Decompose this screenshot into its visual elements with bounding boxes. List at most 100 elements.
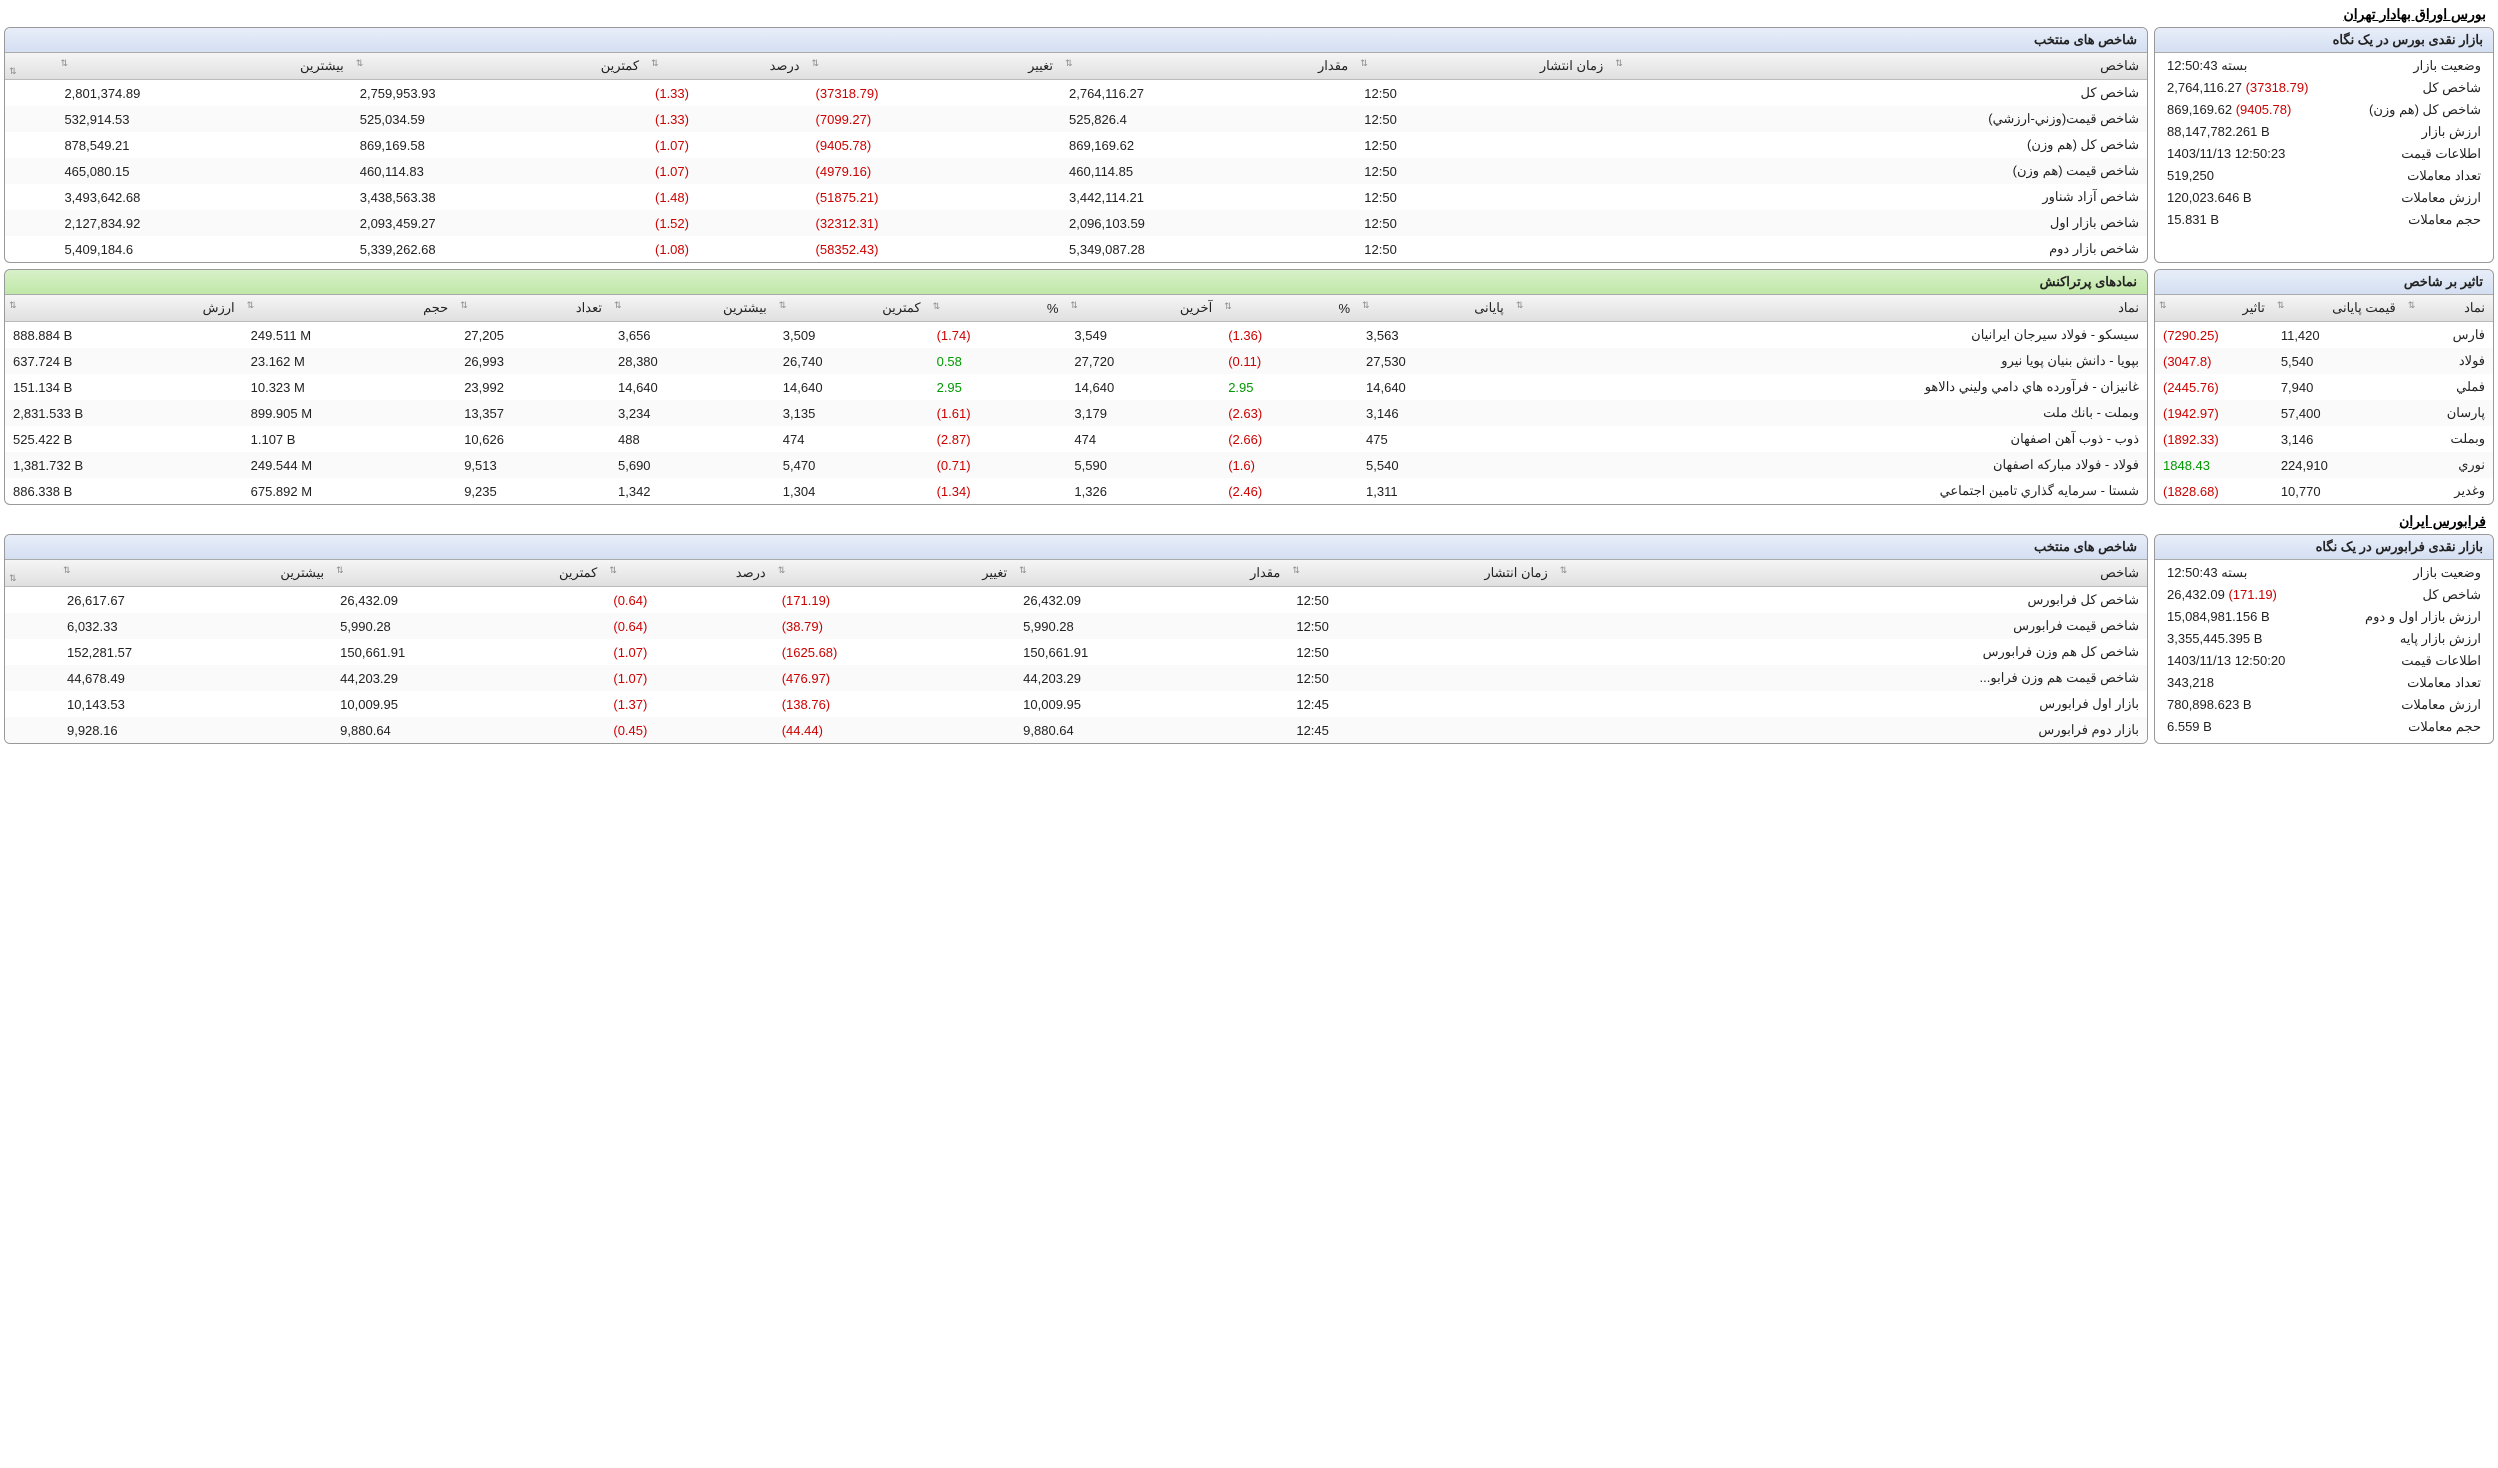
col-header[interactable]: نماد xyxy=(1512,295,2147,322)
col-header[interactable] xyxy=(5,560,59,587)
symbol-name: شستا - سرمايه گذاري تامين اجتماعي xyxy=(1512,478,2147,504)
symbol[interactable]: فملي xyxy=(2404,374,2493,400)
table-row[interactable]: پارسان57,400(1942.97) xyxy=(2155,400,2493,426)
kv-label: وضعیت بازار xyxy=(2413,565,2481,581)
cell: (4979.16) xyxy=(808,158,1061,184)
col-header[interactable]: مقدار xyxy=(1015,560,1288,587)
cell: 2,764,116.27 xyxy=(1061,80,1356,107)
col-header[interactable]: تغییر xyxy=(808,53,1061,80)
cell: شاخص كل (هم وزن) xyxy=(1611,132,2147,158)
col-header[interactable]: حجم xyxy=(243,295,457,322)
table-row[interactable]: نوري224,9101848.43 xyxy=(2155,452,2493,478)
table-row[interactable]: غانيزان - فرآورده هاي دامي وليني دالاهو1… xyxy=(5,374,2147,400)
table-row[interactable]: وغدير10,770(1828.68) xyxy=(2155,478,2493,504)
table-row[interactable]: وبملت3,146(1892.33) xyxy=(2155,426,2493,452)
table-row[interactable]: وبملت - بانك ملت3,146(2.63)3,179(1.61)3,… xyxy=(5,400,2147,426)
col-header[interactable]: زمان انتشار xyxy=(1356,53,1611,80)
kv-row: حجم معاملات 15.831 B xyxy=(2155,209,2493,231)
table-row[interactable]: شاخص قيمت هم وزن فرابو...12:5044,203.29(… xyxy=(5,665,2147,691)
col-header[interactable]: پایانی xyxy=(1358,295,1512,322)
cell: 869,169.62 xyxy=(1061,132,1356,158)
kv-row: ارزش بازار88,147,782.261 B xyxy=(2155,121,2493,143)
table-row[interactable]: فولاد - فولاد مباركه اصفهان5,540(1.6)5,5… xyxy=(5,452,2147,478)
col-header[interactable]: شاخص xyxy=(1611,53,2147,80)
ifb-indices-header: شاخص های منتخب xyxy=(5,535,2147,560)
cell: 12:50 xyxy=(1356,80,1611,107)
kv-row: ارزش بازار اول و دوم15,084,981.156 B xyxy=(2155,606,2493,628)
kv-label: وضعیت بازار xyxy=(2413,58,2481,74)
table-row[interactable]: شاخص كل هم وزن فرابورس12:50150,661.91(16… xyxy=(5,639,2147,665)
table-row[interactable]: بازار دوم فرابورس12:459,880.64(44.44)(0.… xyxy=(5,717,2147,743)
kv-row: وضعیت بازاربسته 12:50:43 xyxy=(2155,562,2493,584)
table-row[interactable]: ذوب - ذوب آهن اصفهان475(2.66)474(2.87)47… xyxy=(5,426,2147,452)
col-header[interactable]: مقدار xyxy=(1061,53,1356,80)
table-row[interactable]: شاخص قيمت(وزني-ارزشي)12:50525,826.4(7099… xyxy=(5,106,2147,132)
kv-row: اطلاعات قیمت1403/11/13 12:50:23 xyxy=(2155,143,2493,165)
table-row[interactable]: شاخص بازار دوم12:505,349,087.28(58352.43… xyxy=(5,236,2147,262)
tse-impact-header: تاثیر بر شاخص xyxy=(2155,270,2493,295)
col-header[interactable]: شاخص xyxy=(1556,560,2147,587)
symbol-name: وبملت - بانك ملت xyxy=(1512,400,2147,426)
col-header[interactable]: تاثیر xyxy=(2155,295,2273,322)
kv-value: 15.831 B xyxy=(2167,212,2219,228)
tse-top-table: نمادپایانی%آخرین%کمترینبیشترینتعدادحجمار… xyxy=(5,295,2147,504)
kv-label: تعداد معاملات xyxy=(2407,168,2481,184)
col-header[interactable]: درصد xyxy=(605,560,773,587)
symbol[interactable]: فارس xyxy=(2404,322,2493,349)
table-row[interactable]: شاخص كل (هم وزن)12:50869,169.62(9405.78)… xyxy=(5,132,2147,158)
col-header[interactable]: % xyxy=(929,295,1067,322)
table-row[interactable]: فولاد5,540(3047.8) xyxy=(2155,348,2493,374)
kv-value: 26,432.09 (171.19) xyxy=(2167,587,2277,603)
table-row[interactable]: شاخص كل فرابورس12:5026,432.09(171.19)(0.… xyxy=(5,587,2147,614)
col-header[interactable] xyxy=(5,53,56,80)
col-header[interactable]: قیمت پایانی xyxy=(2273,295,2404,322)
cell: (1.33) xyxy=(647,106,808,132)
col-header[interactable]: % xyxy=(1220,295,1358,322)
cell: 878,549.21 xyxy=(56,132,351,158)
table-row[interactable]: شاخص بازار اول12:502,096,103.59(32312.31… xyxy=(5,210,2147,236)
kv-label: ارزش بازار پایه xyxy=(2400,631,2481,647)
col-header[interactable]: بیشترین xyxy=(59,560,332,587)
col-header[interactable]: بیشترین xyxy=(610,295,775,322)
cell: (1.48) xyxy=(647,184,808,210)
cell: 2,127,834.92 xyxy=(56,210,351,236)
table-row[interactable]: بازار اول فرابورس12:4510,009.95(138.76)(… xyxy=(5,691,2147,717)
cell: 2,093,459.27 xyxy=(352,210,647,236)
cell: (1.33) xyxy=(647,80,808,107)
col-header[interactable]: ارزش xyxy=(5,295,243,322)
cell: (1.08) xyxy=(647,236,808,262)
table-row[interactable]: شاخص قيمت (هم وزن)12:50460,114.85(4979.1… xyxy=(5,158,2147,184)
col-header[interactable]: نماد xyxy=(2404,295,2493,322)
symbol[interactable]: پارسان xyxy=(2404,400,2493,426)
col-header[interactable]: کمترین xyxy=(775,295,929,322)
symbol[interactable]: فولاد xyxy=(2404,348,2493,374)
cell: (37318.79) xyxy=(808,80,1061,107)
cell: (1.07) xyxy=(647,158,808,184)
table-row[interactable]: سيسكو - فولاد سيرجان ايرانيان3,563(1.36)… xyxy=(5,322,2147,349)
table-row[interactable]: شاخص كل12:502,764,116.27(37318.79)(1.33)… xyxy=(5,80,2147,107)
table-row[interactable]: فارس11,420(7290.25) xyxy=(2155,322,2493,349)
table-row[interactable]: شاخص قيمت فرابورس12:505,990.28(38.79)(0.… xyxy=(5,613,2147,639)
col-header[interactable]: کمترین xyxy=(332,560,605,587)
table-row[interactable]: شاخص آزاد شناور12:503,442,114.21(51875.2… xyxy=(5,184,2147,210)
kv-label: حجم معاملات xyxy=(2408,719,2481,735)
tse-indices-header: شاخص های منتخب xyxy=(5,28,2147,53)
tse-indices-table: شاخصزمان انتشارمقدارتغییردرصدکمترینبیشتر… xyxy=(5,53,2147,262)
col-header[interactable]: تعداد xyxy=(456,295,610,322)
tse-impact-table: نمادقیمت پایانیتاثیر فارس11,420(7290.25)… xyxy=(2155,295,2493,504)
col-header[interactable]: تغییر xyxy=(774,560,1015,587)
symbol[interactable]: وبملت xyxy=(2404,426,2493,452)
symbol[interactable]: نوري xyxy=(2404,452,2493,478)
cell: 525,034.59 xyxy=(352,106,647,132)
col-header[interactable]: بیشترین xyxy=(56,53,351,80)
col-header[interactable]: کمترین xyxy=(352,53,647,80)
col-header[interactable]: آخرین xyxy=(1066,295,1220,322)
kv-value: 343,218 xyxy=(2167,675,2214,691)
col-header[interactable]: درصد xyxy=(647,53,808,80)
table-row[interactable]: بپويا - دانش بنيان پويا نيرو27,530(0.11)… xyxy=(5,348,2147,374)
table-row[interactable]: شستا - سرمايه گذاري تامين اجتماعي1,311(2… xyxy=(5,478,2147,504)
col-header[interactable]: زمان انتشار xyxy=(1288,560,1555,587)
kv-label: حجم معاملات xyxy=(2408,212,2481,228)
table-row[interactable]: فملي7,940(2445.76) xyxy=(2155,374,2493,400)
symbol[interactable]: وغدير xyxy=(2404,478,2493,504)
